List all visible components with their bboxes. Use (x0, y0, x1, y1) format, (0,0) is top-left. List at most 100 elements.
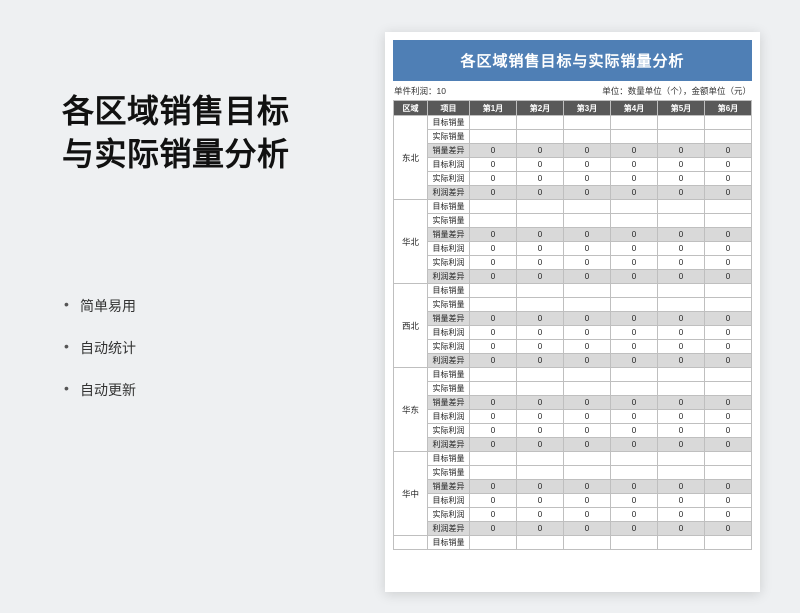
value-cell: 0 (705, 144, 752, 158)
value-cell (470, 452, 517, 466)
item-cell: 实际销量 (428, 130, 470, 144)
table-row: 实际销量 (394, 214, 752, 228)
table-row: 华北目标销量 (394, 200, 752, 214)
value-cell: 0 (611, 438, 658, 452)
col-month: 第2月 (517, 101, 564, 116)
value-cell: 0 (705, 340, 752, 354)
value-cell: 0 (658, 172, 705, 186)
value-cell (470, 214, 517, 228)
value-cell (705, 214, 752, 228)
table-row: 实际利润000000 (394, 172, 752, 186)
value-cell (470, 130, 517, 144)
value-cell (658, 466, 705, 480)
item-cell: 销量差异 (428, 480, 470, 494)
value-cell: 0 (611, 508, 658, 522)
value-cell: 0 (470, 158, 517, 172)
value-cell: 0 (611, 494, 658, 508)
value-cell: 0 (564, 186, 611, 200)
item-cell: 利润差异 (428, 186, 470, 200)
item-cell: 利润差异 (428, 354, 470, 368)
value-cell: 0 (564, 396, 611, 410)
sheet-title-banner: 各区域销售目标与实际销量分析 (393, 40, 752, 81)
value-cell (564, 368, 611, 382)
value-cell: 0 (564, 242, 611, 256)
value-cell (564, 116, 611, 130)
value-cell (705, 284, 752, 298)
item-cell: 目标销量 (428, 284, 470, 298)
item-cell: 目标利润 (428, 494, 470, 508)
value-cell: 0 (517, 396, 564, 410)
value-cell: 0 (611, 312, 658, 326)
table-row: 华中目标销量 (394, 452, 752, 466)
value-cell (705, 200, 752, 214)
value-cell: 0 (705, 312, 752, 326)
value-cell: 0 (470, 256, 517, 270)
value-cell: 0 (705, 480, 752, 494)
value-cell (564, 382, 611, 396)
table-row: 实际利润000000 (394, 340, 752, 354)
col-region: 区域 (394, 101, 428, 116)
value-cell (517, 298, 564, 312)
value-cell: 0 (705, 354, 752, 368)
value-cell: 0 (470, 312, 517, 326)
value-cell: 0 (705, 326, 752, 340)
item-cell: 目标利润 (428, 158, 470, 172)
value-cell (611, 382, 658, 396)
value-cell: 0 (470, 494, 517, 508)
value-cell: 0 (564, 522, 611, 536)
table-row: 销量差异000000 (394, 396, 752, 410)
value-cell (517, 466, 564, 480)
value-cell: 0 (705, 410, 752, 424)
value-cell: 0 (564, 256, 611, 270)
item-cell: 目标销量 (428, 200, 470, 214)
region-cell: 西北 (394, 284, 428, 368)
feature-item: 自动更新 (62, 380, 362, 400)
sales-table: 区域 项目 第1月 第2月 第3月 第4月 第5月 第6月 东北目标销量实际销量… (393, 100, 752, 550)
value-cell (658, 536, 705, 550)
table-row: 西北目标销量 (394, 284, 752, 298)
value-cell (564, 200, 611, 214)
feature-item: 自动统计 (62, 338, 362, 358)
table-row: 华东目标销量 (394, 368, 752, 382)
value-cell (470, 298, 517, 312)
value-cell: 0 (470, 340, 517, 354)
region-cell: 华中 (394, 452, 428, 536)
value-cell: 0 (517, 172, 564, 186)
value-cell: 0 (658, 354, 705, 368)
value-cell: 0 (470, 144, 517, 158)
value-cell: 0 (705, 242, 752, 256)
value-cell: 0 (517, 410, 564, 424)
value-cell (470, 466, 517, 480)
value-cell: 0 (517, 242, 564, 256)
region-cell (394, 536, 428, 550)
value-cell: 0 (470, 424, 517, 438)
item-cell: 目标销量 (428, 116, 470, 130)
table-row: 实际利润000000 (394, 256, 752, 270)
value-cell: 0 (705, 270, 752, 284)
value-cell: 0 (611, 522, 658, 536)
value-cell (705, 466, 752, 480)
value-cell: 0 (658, 228, 705, 242)
value-cell (611, 130, 658, 144)
table-row: 实际销量 (394, 130, 752, 144)
sheet-meta-row: 单件利润：10 单位：数量单位（个），金额单位（元） (393, 81, 752, 100)
region-cell: 东北 (394, 116, 428, 200)
value-cell: 0 (705, 256, 752, 270)
value-cell: 0 (611, 480, 658, 494)
value-cell: 0 (705, 186, 752, 200)
value-cell: 0 (517, 270, 564, 284)
table-row: 销量差异000000 (394, 312, 752, 326)
table-row: 利润差异000000 (394, 354, 752, 368)
table-row: 目标销量 (394, 536, 752, 550)
value-cell: 0 (564, 270, 611, 284)
table-row: 实际销量 (394, 466, 752, 480)
table-row: 利润差异000000 (394, 270, 752, 284)
col-month: 第3月 (564, 101, 611, 116)
table-row: 利润差异000000 (394, 186, 752, 200)
region-cell: 华东 (394, 368, 428, 452)
value-cell: 0 (658, 438, 705, 452)
value-cell (564, 452, 611, 466)
unit-note-label: 单位：数量单位（个），金额单位（元） (602, 85, 751, 97)
item-cell: 销量差异 (428, 144, 470, 158)
value-cell (611, 466, 658, 480)
